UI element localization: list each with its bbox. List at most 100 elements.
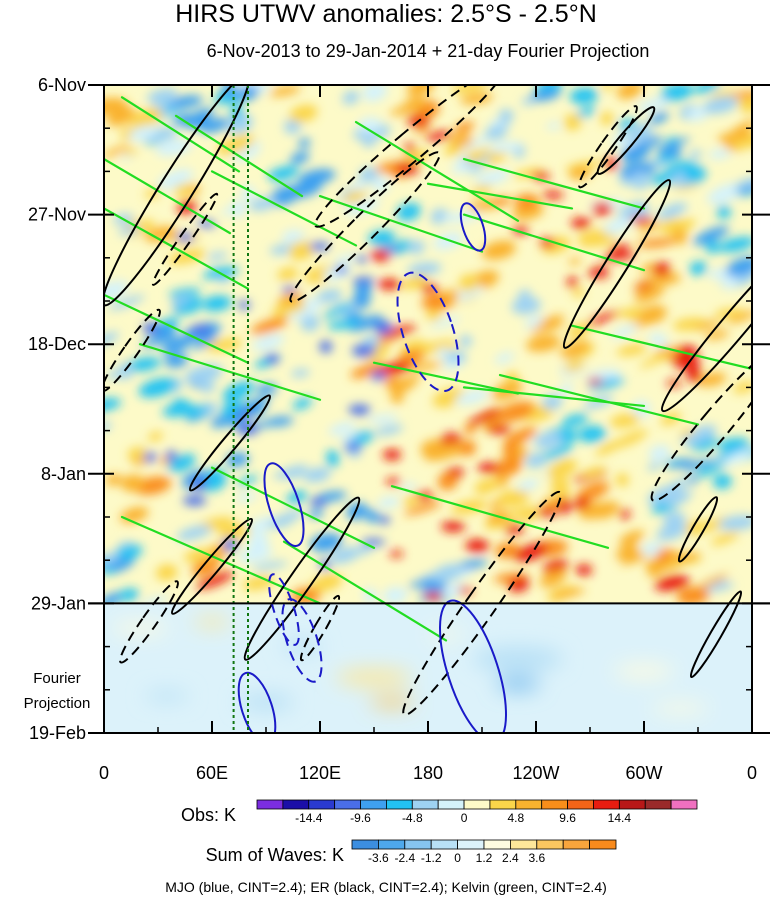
obs-patch-strong: [458, 587, 473, 595]
obs-patch: [542, 394, 563, 410]
obs-patch: [646, 272, 682, 286]
er-contour: [578, 105, 638, 189]
obs-patch: [563, 114, 582, 131]
obs-patch: [335, 253, 356, 264]
er-contour: [119, 580, 179, 664]
kelvin-contour: [354, 120, 520, 222]
obs-patch: [539, 314, 566, 325]
obs-patch: [454, 121, 475, 133]
obs-patch: [351, 430, 374, 445]
obs-patch: [647, 462, 662, 471]
obs-patch: [157, 169, 193, 190]
obs-patch: [695, 319, 721, 331]
obs-patch: [402, 274, 429, 290]
obs-patch: [284, 118, 302, 134]
obs-patch: [222, 381, 255, 402]
obs-patch: [155, 564, 178, 581]
obs-patch: [367, 414, 399, 424]
er-contour: [299, 594, 341, 662]
obs-patch: [530, 88, 561, 102]
obs-patch-strong: [371, 248, 391, 262]
obs-patch: [119, 588, 139, 601]
obs-patch: [291, 369, 310, 378]
obs-patch: [273, 469, 307, 480]
kelvin-contour: [210, 170, 358, 247]
obs-patch: [251, 561, 289, 571]
obs-patch: [730, 125, 751, 141]
obs-patch: [128, 125, 158, 141]
obs-patch: [459, 440, 476, 456]
obs-patch: [519, 506, 540, 522]
obs-patch: [362, 134, 376, 148]
kelvin-contour: [498, 373, 700, 426]
obs-patch: [561, 414, 589, 427]
obs-patch: [494, 352, 514, 364]
er-contour: [402, 490, 562, 716]
colorbar-swatch: [489, 799, 517, 810]
obs-patch: [572, 288, 585, 298]
obs-patch: [127, 447, 148, 461]
obs-patch: [390, 392, 404, 404]
obs-patch: [588, 377, 625, 390]
colorbar-label: 14.4: [608, 811, 632, 825]
er-contour: [151, 192, 219, 286]
obs-patch: [461, 134, 494, 151]
obs-patch: [481, 240, 516, 260]
obs-patch: [702, 96, 739, 114]
obs-patch: [316, 289, 343, 303]
obs-patch-strong: [352, 277, 376, 285]
obs-patch: [733, 381, 752, 394]
colorbar-label: 0: [461, 811, 468, 825]
obs-patch-strong: [348, 404, 371, 416]
obs-patch: [676, 586, 710, 605]
obs-patch-strong: [165, 450, 177, 462]
obs-patch: [282, 230, 305, 244]
obs-patch: [664, 160, 696, 175]
obs-patch-strong: [653, 262, 671, 276]
obs-patch-strong: [143, 452, 157, 463]
obs-patch: [680, 425, 717, 445]
obs-patch: [174, 183, 192, 197]
obs-patch: [503, 427, 537, 447]
obs-patch-strong: [420, 283, 439, 293]
obs-patch: [298, 138, 311, 148]
colorbar-swatch: [483, 839, 511, 850]
colorbar-label: 2.4: [502, 851, 519, 865]
obs-patch-strong: [334, 265, 348, 274]
obs-patch: [407, 262, 442, 276]
colorbar-swatch: [589, 839, 617, 850]
obs-patch-strong: [378, 515, 390, 525]
obs-patch: [569, 87, 599, 105]
obs-patch: [497, 401, 535, 422]
obs-patch-strong: [370, 371, 386, 381]
kelvin-contour: [104, 293, 250, 364]
obs-patch: [130, 108, 163, 129]
mjo-contour: [439, 599, 507, 733]
obs-patch: [578, 425, 607, 443]
obs-patch: [718, 515, 752, 531]
obs-patch: [107, 107, 136, 127]
er-contour: [660, 239, 752, 413]
obs-patch: [468, 409, 504, 425]
obs-patch: [736, 185, 752, 194]
obs-patch: [199, 381, 216, 393]
er-contour: [170, 517, 254, 615]
colorbar-label: 3.6: [528, 851, 545, 865]
obs-patch-strong: [182, 495, 207, 506]
colorbar-label: -2.4: [394, 851, 415, 865]
obs-patch: [374, 424, 404, 436]
proj-patch: [614, 664, 674, 679]
y-tick-label: 27-Nov: [28, 205, 86, 225]
colorbar-swatch: [515, 799, 543, 810]
obs-patch: [630, 171, 650, 190]
obs-patch: [639, 352, 673, 368]
obs-patch: [441, 361, 463, 370]
obs-patch: [372, 177, 390, 193]
obs-patch: [611, 324, 638, 339]
obs-patch: [568, 166, 592, 180]
obs-patch: [105, 474, 123, 486]
obs-patch-strong: [619, 509, 630, 520]
obs-patch: [609, 413, 641, 428]
contour-legend-text: MJO (blue, CINT=2.4); ER (black, CINT=2.…: [165, 879, 607, 895]
obs-patch: [563, 361, 585, 372]
